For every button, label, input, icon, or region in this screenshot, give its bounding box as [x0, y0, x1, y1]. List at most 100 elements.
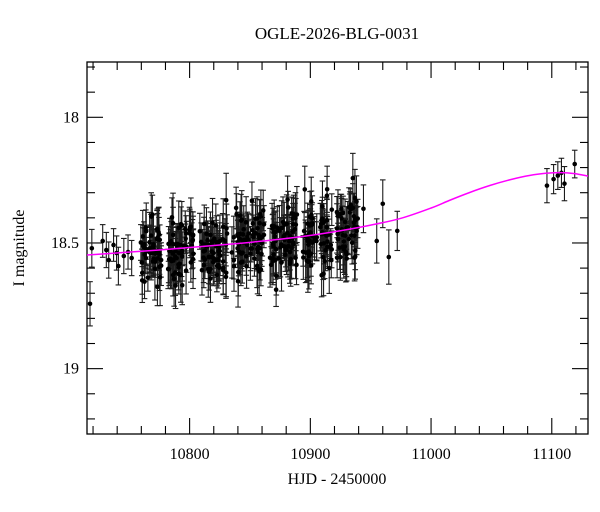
data-point: [249, 198, 255, 203]
data-point: [205, 237, 210, 243]
data-point: [287, 249, 293, 255]
data-point: [170, 257, 175, 262]
data-point: [190, 233, 196, 239]
data-point: [291, 212, 296, 217]
data-point: [287, 259, 293, 265]
data-point: [181, 243, 187, 249]
data-point: [277, 228, 282, 234]
data-point: [187, 227, 192, 233]
data-point: [268, 262, 274, 268]
model-curve-layer: [86, 171, 589, 256]
data-point: [352, 255, 357, 261]
data-point: [148, 233, 154, 238]
data-point: [158, 257, 164, 263]
data-point: [204, 231, 209, 237]
data-point: [290, 216, 296, 221]
data-point: [261, 222, 267, 227]
data-point: [191, 251, 196, 257]
data-point: [190, 238, 195, 244]
data-point: [170, 232, 176, 238]
data-point: [250, 221, 256, 226]
data-point: [320, 254, 326, 260]
data-point: [254, 263, 260, 269]
data-point: [309, 221, 314, 226]
y-tick-label: 19: [63, 361, 79, 378]
data-point: [211, 257, 217, 263]
x-tick-label: 11100: [532, 446, 571, 463]
data-point: [329, 207, 335, 212]
data-point: [361, 206, 366, 212]
data-point: [206, 269, 212, 275]
data-point: [173, 283, 178, 288]
data-point: [339, 206, 344, 211]
axis-ticks: [87, 62, 588, 434]
data-point: [199, 267, 205, 273]
data-point: [348, 206, 353, 212]
data-point: [344, 252, 349, 257]
data-point: [352, 195, 358, 201]
data-point: [282, 233, 287, 238]
data-point: [354, 199, 359, 204]
data-point: [294, 212, 300, 217]
data-point: [156, 232, 162, 237]
data-point: [308, 263, 314, 268]
data-point: [213, 223, 219, 228]
data-point: [223, 197, 229, 203]
data-point: [250, 232, 256, 238]
data-point: [100, 238, 105, 244]
data-point: [214, 272, 220, 278]
data-point: [211, 238, 217, 244]
data-point: [143, 228, 149, 234]
data-point: [143, 255, 149, 261]
data-point: [234, 212, 239, 217]
data-point: [354, 228, 359, 234]
data-point: [150, 244, 156, 249]
data-point: [260, 234, 265, 240]
data-point: [352, 248, 358, 253]
data-point: [291, 242, 296, 247]
data-point: [273, 287, 279, 292]
data-point: [233, 205, 239, 211]
model-curve: [86, 171, 589, 256]
data-point: [237, 250, 243, 255]
data-point: [182, 226, 188, 232]
data-point: [551, 176, 556, 182]
data-point: [147, 245, 152, 251]
data-point: [394, 228, 400, 234]
data-point: [220, 268, 226, 273]
data-point: [245, 236, 251, 241]
data-point: [235, 245, 240, 251]
data-point: [255, 249, 260, 255]
data-point: [116, 263, 121, 269]
data-point: [282, 252, 288, 258]
data-point: [302, 187, 308, 192]
data-point: [312, 238, 317, 244]
data-point: [243, 254, 249, 259]
data-point: [166, 257, 172, 262]
data-point: [220, 259, 226, 264]
data-point: [328, 257, 334, 263]
data-point: [572, 161, 578, 167]
data-point: [273, 246, 279, 252]
data-point: [157, 275, 163, 280]
plot-frame: [86, 61, 589, 435]
data-point: [324, 186, 330, 192]
data-point: [351, 220, 357, 226]
data-point: [555, 173, 561, 178]
data-point: [355, 216, 361, 221]
data-point: [250, 227, 255, 233]
data-point: [341, 239, 347, 244]
data-point: [335, 231, 340, 237]
data-point: [178, 272, 184, 278]
data-point: [214, 263, 220, 269]
data-point: [380, 201, 386, 207]
data-point: [152, 266, 158, 272]
data-point: [238, 260, 244, 265]
data-point: [318, 224, 323, 230]
data-point: [342, 244, 348, 249]
data-point: [304, 258, 310, 263]
data-point: [303, 250, 308, 255]
data-point: [222, 238, 228, 244]
data-point: [143, 225, 149, 230]
data-point: [138, 240, 144, 245]
